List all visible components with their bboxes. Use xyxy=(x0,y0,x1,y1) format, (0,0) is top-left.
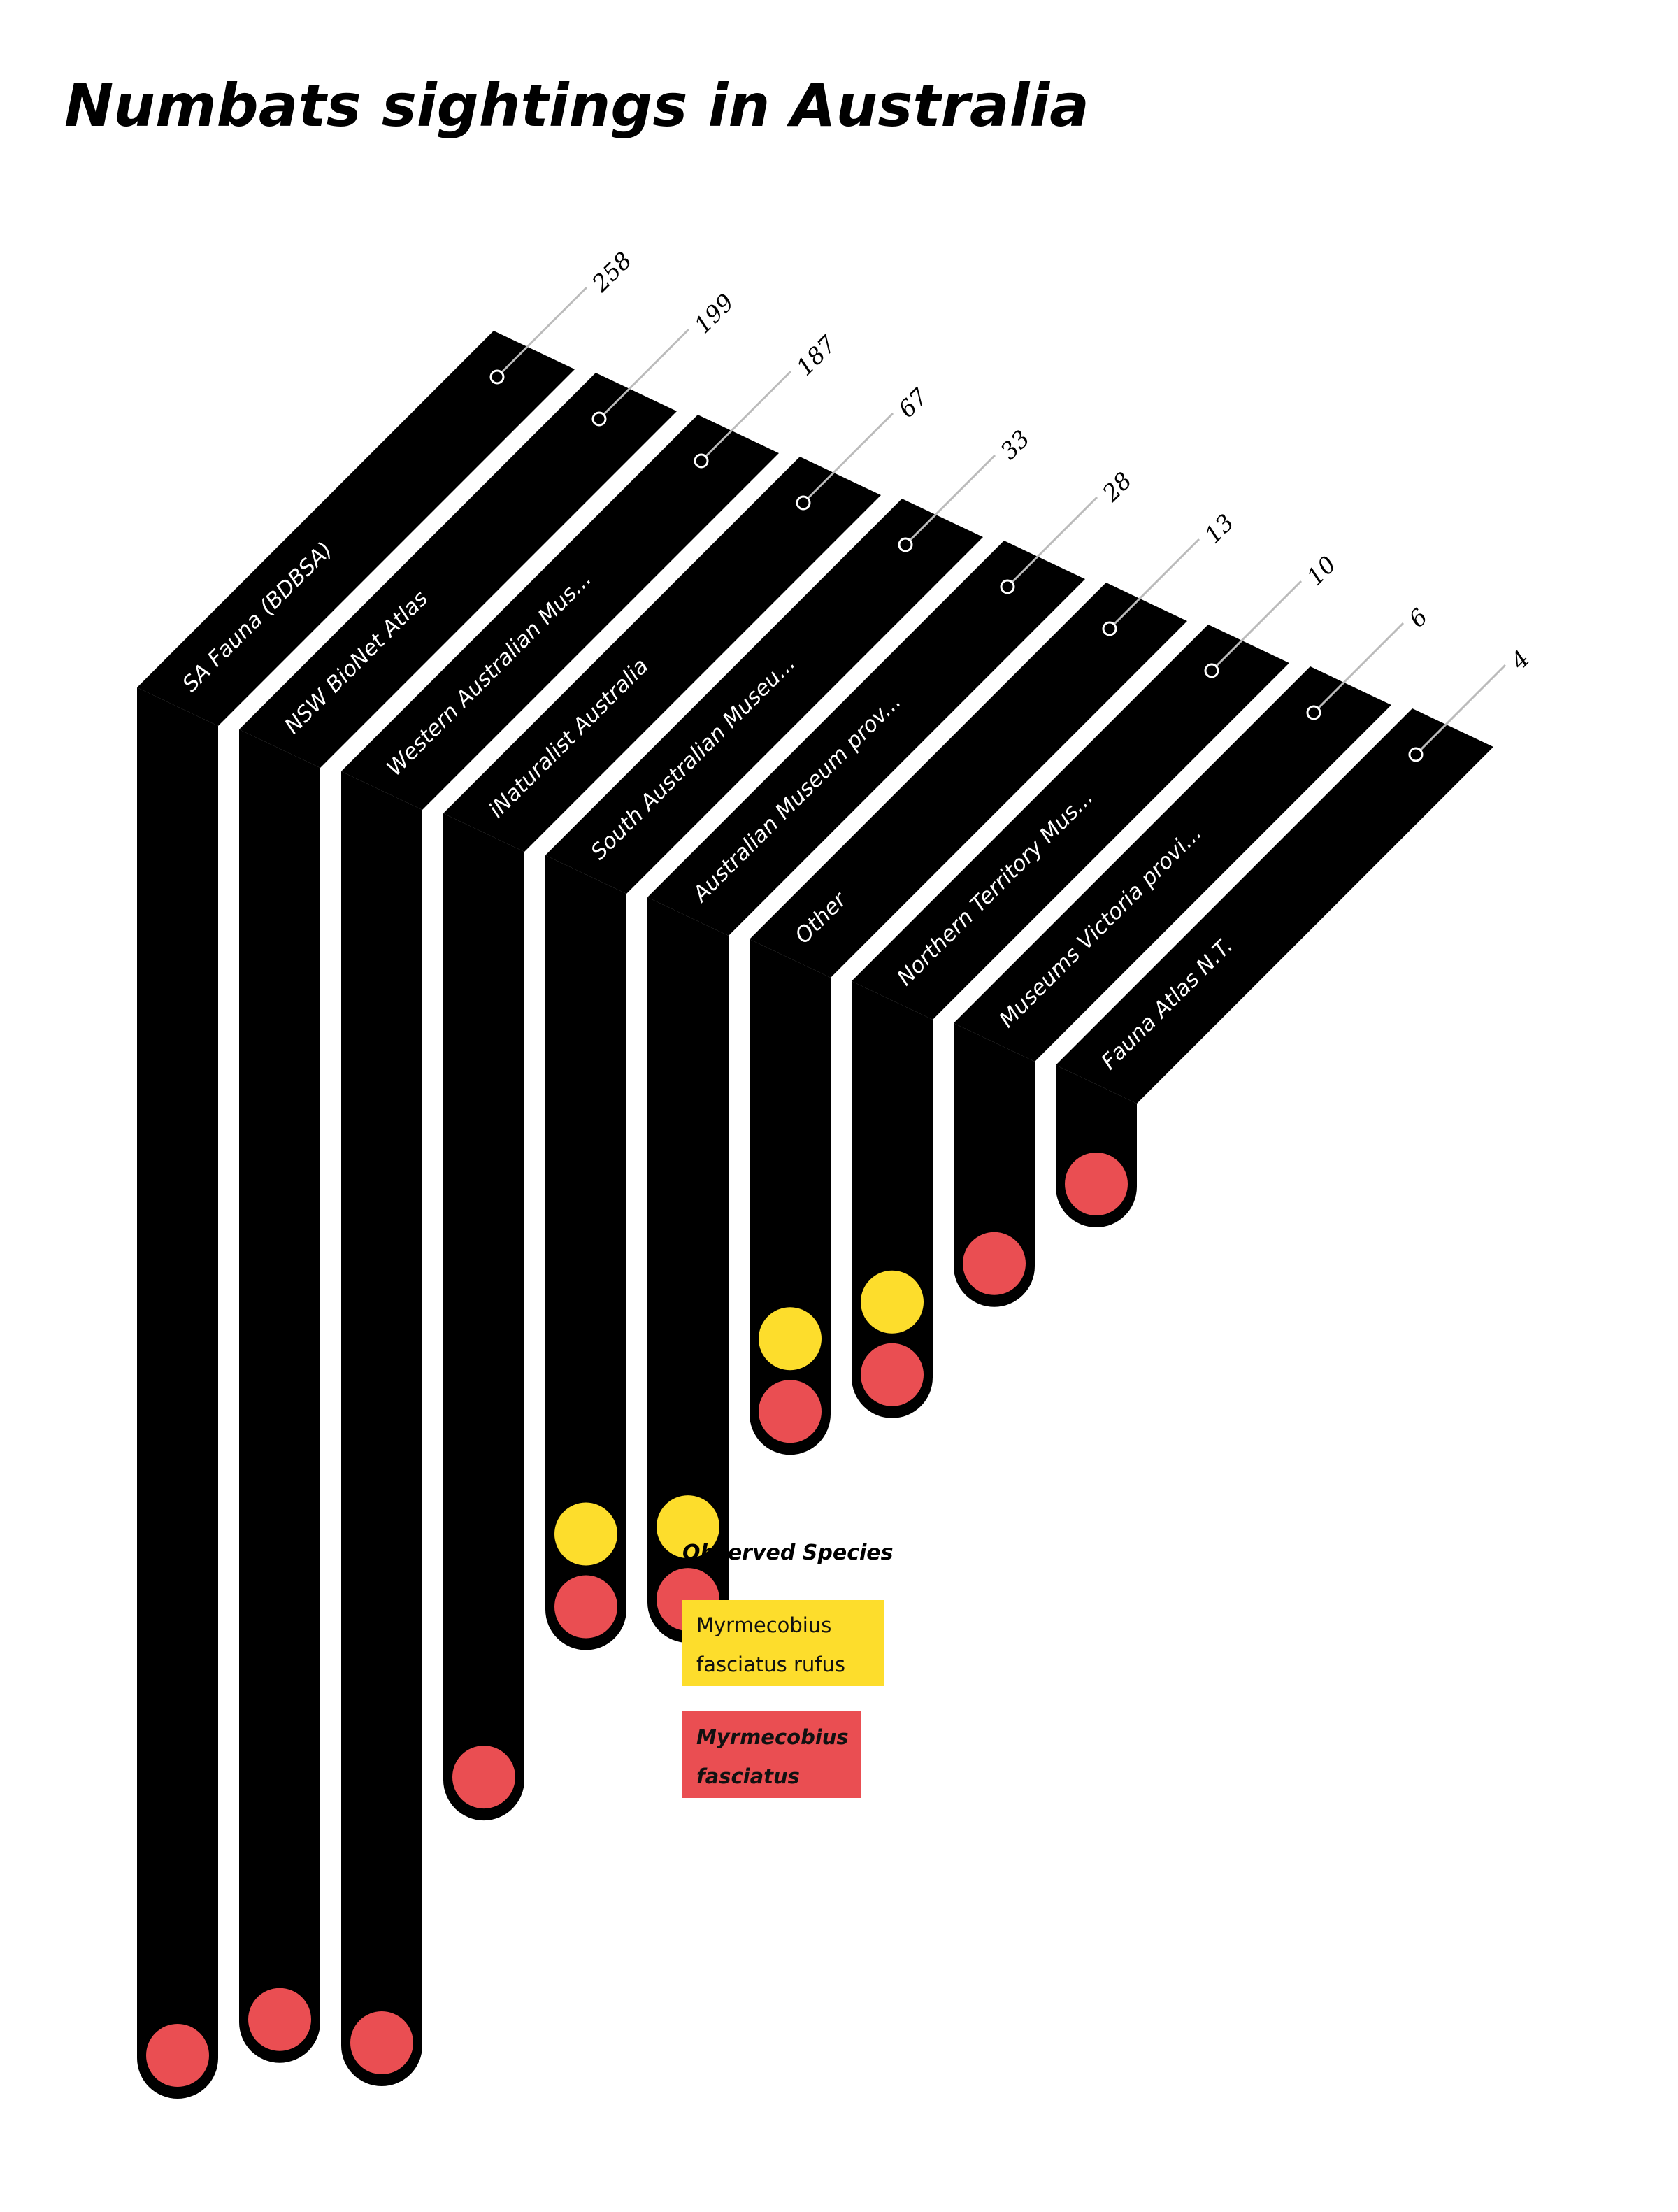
leader-marker-6 xyxy=(1000,579,1015,594)
source-bar-1: SA Fauna (BDBSA)258 xyxy=(137,247,637,2099)
leader-marker-2 xyxy=(591,411,607,427)
leader-line-1 xyxy=(496,286,588,378)
dot-rufus-8 xyxy=(861,1270,924,1334)
value-label-2: 199 xyxy=(689,289,739,339)
value-label-1: 258 xyxy=(586,247,637,298)
leader-line-10 xyxy=(1414,664,1507,756)
legend-label-rufus-line2: fasciatus rufus xyxy=(696,1653,845,1676)
value-label-7: 13 xyxy=(1199,508,1239,548)
bar-diagonal-1 xyxy=(137,331,575,726)
bar-diagonal-7 xyxy=(750,583,1187,978)
value-label-9: 6 xyxy=(1403,603,1433,632)
bar-column-3 xyxy=(341,771,422,2087)
bar-column-7 xyxy=(750,939,831,1455)
bar-column-6 xyxy=(647,897,729,1643)
leader-marker-8 xyxy=(1204,663,1219,678)
legend: Observed Species Myrmecobius fasciatus r… xyxy=(682,1541,894,1798)
dot-fasciatus-9 xyxy=(963,1232,1026,1295)
leader-line-7 xyxy=(1108,538,1200,630)
leader-marker-9 xyxy=(1306,705,1321,720)
dot-fasciatus-3 xyxy=(350,2011,413,2075)
dot-fasciatus-10 xyxy=(1065,1153,1128,1215)
bar-column-9 xyxy=(954,1023,1035,1307)
dot-fasciatus-7 xyxy=(759,1380,822,1443)
bar-column-4 xyxy=(443,813,524,1821)
value-label-4: 67 xyxy=(893,383,933,422)
dot-fasciatus-4 xyxy=(452,1746,515,1809)
value-label-5: 33 xyxy=(995,424,1035,464)
dot-rufus-6 xyxy=(657,1495,719,1559)
bar-diagonal-6 xyxy=(647,541,1085,936)
dot-fasciatus-5 xyxy=(554,1575,617,1639)
legend-label-fasciatus-line1: Myrmecobius xyxy=(696,1725,849,1749)
value-label-8: 10 xyxy=(1301,550,1341,590)
leader-line-2 xyxy=(598,328,690,420)
value-label-6: 28 xyxy=(1096,466,1137,507)
leader-marker-3 xyxy=(694,453,709,469)
leader-marker-4 xyxy=(796,495,811,511)
bar-column-2 xyxy=(239,729,320,2063)
bar-diagonal-10 xyxy=(1056,708,1493,1104)
dot-fasciatus-2 xyxy=(248,1988,311,2051)
leader-marker-1 xyxy=(489,369,505,385)
dot-fasciatus-8 xyxy=(861,1343,924,1406)
leader-marker-10 xyxy=(1408,747,1424,762)
value-label-3: 187 xyxy=(791,331,841,381)
leader-line-5 xyxy=(904,454,996,546)
legend-label-fasciatus-line2: fasciatus xyxy=(696,1764,800,1788)
value-label-10: 4 xyxy=(1505,645,1535,675)
legend-swatch-fasciatus xyxy=(682,1711,861,1798)
leader-marker-7 xyxy=(1102,621,1117,636)
bar-diagonal-8 xyxy=(852,625,1289,1020)
bar-diagonal-3 xyxy=(341,415,779,810)
leader-line-9 xyxy=(1312,622,1405,714)
chart-title: Numbats sightings in Australia xyxy=(64,71,1089,140)
bar-column-1 xyxy=(137,687,218,2099)
leader-marker-5 xyxy=(898,537,913,552)
bar-diagonal-2 xyxy=(239,373,677,768)
legend-swatch-rufus xyxy=(682,1600,884,1686)
legend-label-rufus-line1: Myrmecobius xyxy=(696,1613,831,1637)
bar-diagonal-5 xyxy=(545,499,983,894)
bar-diagonal-4 xyxy=(443,457,881,852)
dot-fasciatus-1 xyxy=(146,2024,209,2087)
legend-title: Observed Species xyxy=(682,1541,894,1565)
dot-rufus-7 xyxy=(759,1307,822,1371)
leader-line-6 xyxy=(1006,496,1098,588)
bar-column-5 xyxy=(545,855,626,1650)
bar-diagonal-9 xyxy=(954,666,1391,1062)
leader-line-3 xyxy=(700,370,792,462)
leader-line-4 xyxy=(802,412,894,504)
dot-rufus-5 xyxy=(554,1502,617,1566)
leader-line-8 xyxy=(1210,580,1303,672)
